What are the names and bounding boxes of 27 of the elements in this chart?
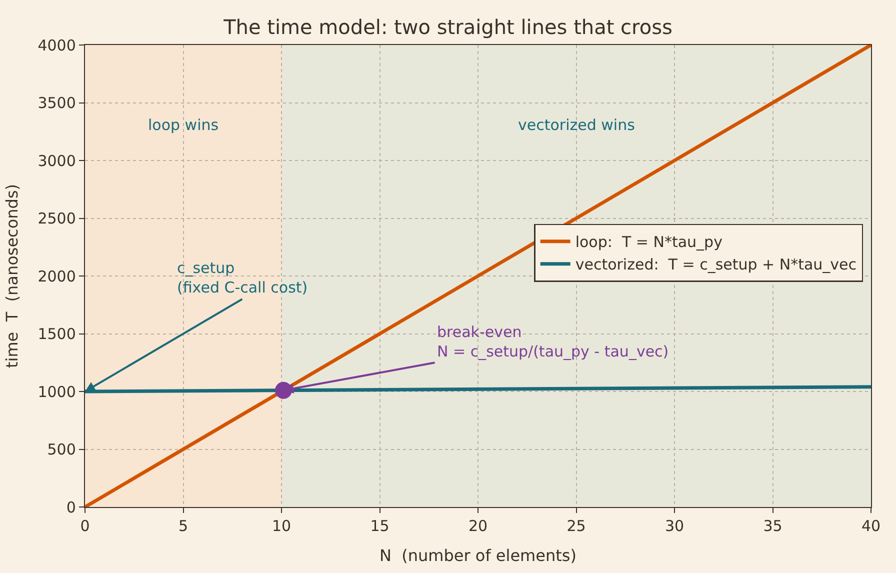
band-label: vectorized wins xyxy=(518,116,636,134)
y-tick-label: 3500 xyxy=(38,94,76,112)
y-tick-label: 0 xyxy=(66,498,76,516)
x-axis-title: N (number of elements) xyxy=(380,546,576,565)
x-tick-label: 15 xyxy=(370,517,390,536)
annotation: c_setup (fixed C-call cost) xyxy=(177,259,308,296)
x-tick-label: 25 xyxy=(566,517,586,536)
legend-label: loop: T = N*tau_py xyxy=(575,233,723,252)
annotation: break-even N = c_setup/(tau_py - tau_vec) xyxy=(437,323,669,360)
x-tick-label: 5 xyxy=(178,517,188,536)
x-tick-label: 35 xyxy=(763,517,782,536)
legend-label: vectorized: T = c_setup + N*tau_vec xyxy=(575,256,857,274)
x-tick-label: 30 xyxy=(664,517,684,536)
band-label: loop wins xyxy=(148,116,219,134)
y-tick-label: 500 xyxy=(47,440,76,458)
y-tick-label: 1000 xyxy=(38,382,76,401)
y-tick-label: 1500 xyxy=(38,325,76,343)
y-tick-label: 2000 xyxy=(38,267,76,286)
x-tick-label: 0 xyxy=(80,517,90,536)
chart-title: The time model: two straight lines that cross xyxy=(222,15,672,40)
x-tick-label: 20 xyxy=(468,517,488,536)
y-tick-label: 3000 xyxy=(38,152,76,170)
y-tick-label: 2500 xyxy=(38,210,76,228)
x-tick-label: 10 xyxy=(272,517,292,536)
x-tick-label: 40 xyxy=(861,517,881,536)
y-axis-title: time T (nanoseconds) xyxy=(2,184,22,368)
y-tick-label: 4000 xyxy=(38,36,76,54)
